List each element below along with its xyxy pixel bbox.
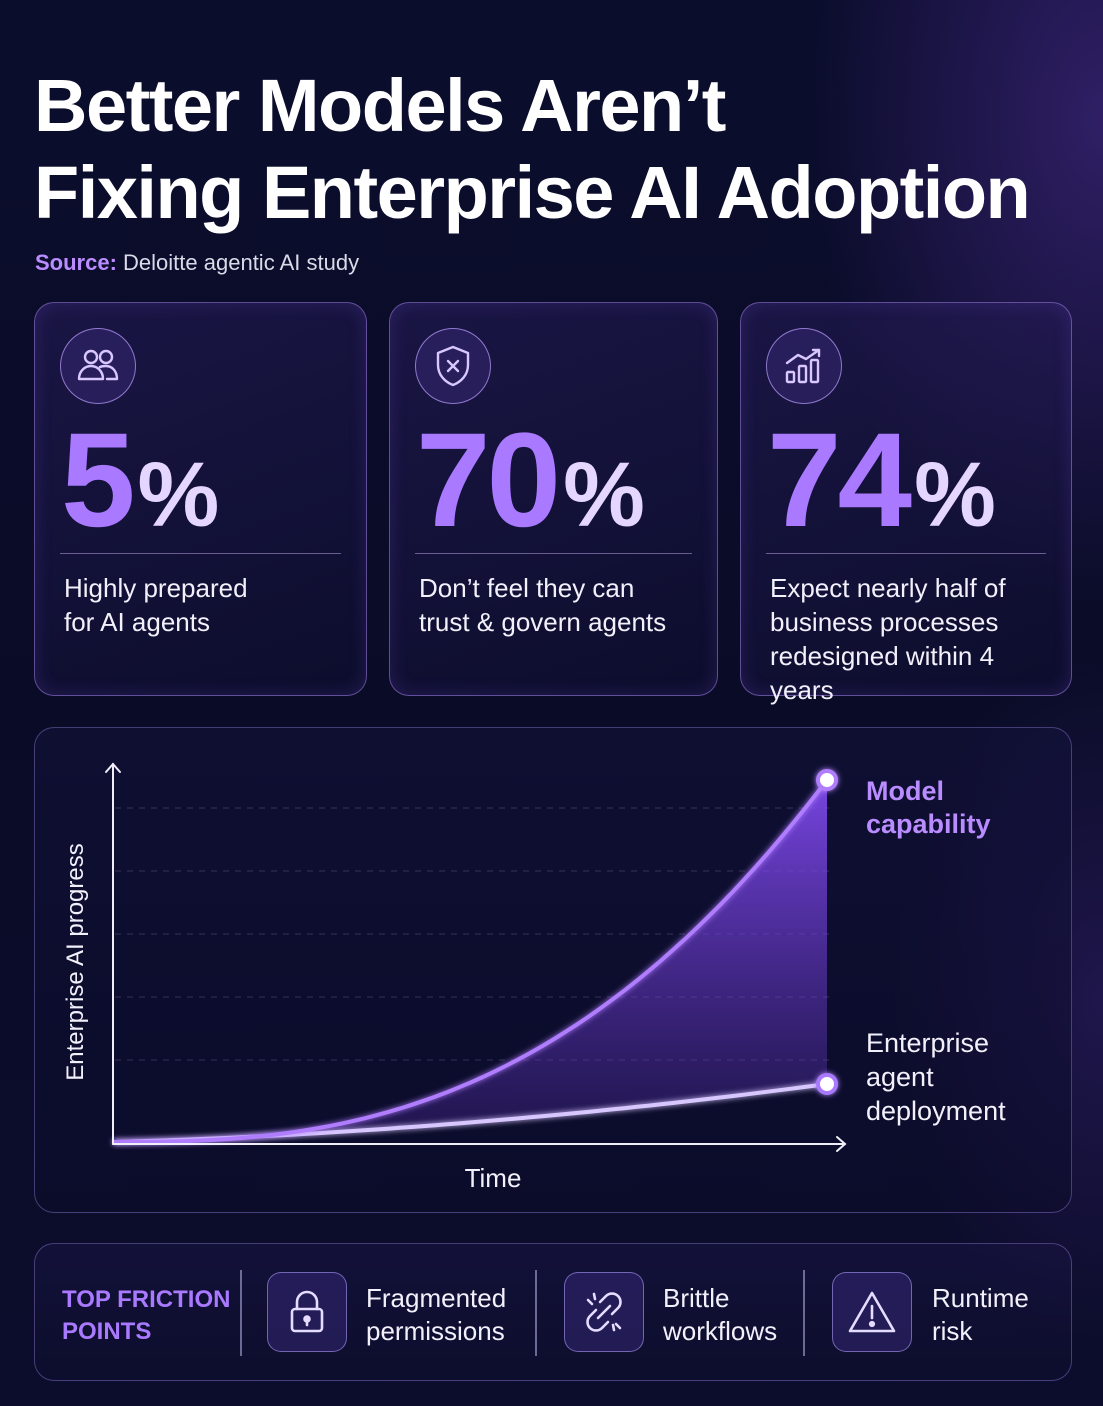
item-line: Runtime	[932, 1283, 1029, 1313]
item-line: permissions	[366, 1316, 505, 1346]
legend-deployment: Enterprise agent deployment	[866, 1028, 1006, 1126]
legend-capability: Model capability	[866, 776, 991, 839]
desc-line: redesigned within 4 years	[770, 641, 995, 705]
chart-panel: Enterprise AI progress Time Model capabi…	[34, 727, 1072, 1213]
y-axis-arrow	[105, 762, 121, 773]
series-line-capability	[113, 778, 829, 1144]
stat-value: 5%	[61, 411, 219, 565]
stat-description: Don’t feel they can trust & govern agent…	[419, 571, 699, 639]
title-line-2: Fixing Enterprise AI Adoption	[34, 151, 1031, 234]
friction-points-bar: TOP FRICTION POINTS Fragmented permissio…	[34, 1243, 1072, 1381]
legend-line: agent	[866, 1062, 934, 1092]
source-line: Source: Deloitte agentic AI study	[35, 250, 359, 276]
stat-description: Highly prepared for AI agents	[64, 571, 348, 639]
heading-line: TOP FRICTION	[62, 1286, 231, 1313]
title-line-1: Better Models Aren’t	[34, 64, 726, 147]
friction-item-workflows: Brittle workflows	[663, 1282, 777, 1348]
progress-chart: Enterprise AI progress Time Model capabi…	[62, 762, 1006, 1193]
item-line: risk	[932, 1316, 973, 1346]
desc-line: business processes	[770, 607, 999, 637]
broken-link-icon	[564, 1272, 644, 1352]
x-axis-arrow	[836, 1136, 847, 1152]
stat-description: Expect nearly half of business processes…	[770, 571, 1053, 707]
stat-unit: %	[563, 444, 645, 546]
stat-card-trust: 70% Don’t feel they can trust & govern a…	[389, 302, 718, 696]
axes	[105, 762, 847, 1152]
card-divider	[60, 553, 341, 554]
card-divider	[415, 553, 692, 554]
desc-line: Highly prepared	[64, 573, 248, 603]
page-title: Better Models Aren’t Fixing Enterprise A…	[34, 62, 1074, 236]
desc-line: Don’t feel they can	[419, 573, 635, 603]
friction-item-permissions: Fragmented permissions	[366, 1282, 506, 1348]
card-divider	[766, 553, 1046, 554]
stat-value: 74%	[767, 411, 996, 565]
separator	[535, 1270, 537, 1356]
stat-number: 5	[61, 406, 136, 555]
desc-line: trust & govern agents	[419, 607, 667, 637]
legend-line: deployment	[866, 1096, 1006, 1126]
stat-unit: %	[914, 444, 996, 546]
y-axis-label: Enterprise AI progress	[62, 843, 89, 1080]
separator	[803, 1270, 805, 1356]
growth-chart-icon	[766, 328, 842, 404]
source-text: Deloitte agentic AI study	[123, 250, 360, 275]
item-line: Fragmented	[366, 1283, 507, 1313]
legend-line: Model	[866, 776, 944, 806]
stat-card-redesign: 74% Expect nearly half of business proce…	[740, 302, 1072, 705]
stat-value: 70%	[416, 411, 645, 565]
shield-x-icon	[415, 328, 491, 404]
item-line: workflows	[663, 1316, 778, 1346]
stat-number: 70	[416, 406, 561, 555]
stat-unit: %	[137, 444, 220, 546]
item-line: Brittle	[663, 1283, 730, 1313]
people-icon	[60, 328, 136, 404]
x-axis-label: Time	[465, 1163, 522, 1193]
desc-line: Expect nearly half of	[770, 573, 1006, 603]
heading-line: POINTS	[62, 1318, 152, 1345]
lock-icon	[267, 1272, 347, 1352]
legend-line: capability	[866, 809, 991, 839]
stat-card-prepared: 5% Highly prepared for AI agents	[34, 302, 367, 696]
legend-line: Enterprise	[866, 1028, 989, 1058]
stat-number: 74	[767, 406, 912, 555]
deployment-endpoint	[816, 1073, 838, 1095]
friction-item-runtime: Runtime risk	[932, 1282, 1029, 1348]
source-label: Source:	[35, 250, 117, 275]
friction-heading: TOP FRICTION POINTS	[62, 1284, 230, 1348]
capability-endpoint	[816, 769, 838, 791]
desc-line: for AI agents	[64, 607, 210, 637]
warning-icon	[832, 1272, 912, 1352]
capability-gap-area	[115, 780, 827, 1142]
separator	[240, 1270, 242, 1356]
